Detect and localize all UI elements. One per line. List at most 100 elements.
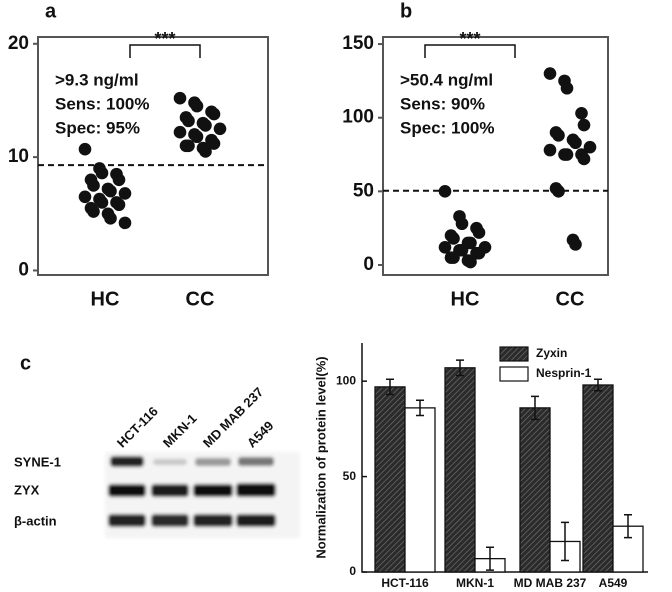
data-point — [199, 145, 212, 158]
y-tick-label: 150 — [342, 33, 374, 54]
data-point — [95, 196, 109, 209]
annotation: Spec: 95% — [55, 118, 140, 137]
annotation: Spec: 100% — [400, 118, 495, 137]
data-point — [173, 125, 187, 139]
data-point — [78, 190, 92, 204]
row-label: SYNE-1 — [14, 454, 61, 469]
data-point — [87, 179, 100, 192]
error-bar — [624, 514, 632, 539]
data-point — [207, 107, 221, 121]
row-label: β-actin — [14, 513, 57, 528]
data-point — [464, 236, 477, 250]
lane-label: HCT-116 — [114, 404, 161, 451]
data-point — [472, 246, 486, 260]
data-point — [577, 152, 591, 166]
data-point — [569, 238, 582, 251]
data-point — [569, 136, 582, 150]
significance-bracket — [424, 44, 516, 58]
data-point — [438, 241, 452, 254]
x-tick-label: HC — [91, 288, 120, 310]
data-point — [112, 198, 126, 212]
panel-label: c — [20, 352, 31, 374]
blot-image — [105, 452, 300, 538]
data-point — [575, 106, 588, 120]
data-point — [543, 143, 557, 157]
significance: *** — [154, 29, 175, 49]
legend-label: Nesprin-1 — [536, 366, 592, 380]
legend-swatch — [499, 366, 529, 382]
data-point — [472, 226, 486, 239]
data-point — [543, 67, 557, 80]
data-point — [199, 119, 212, 132]
data-point — [78, 142, 92, 156]
bar — [374, 386, 406, 573]
data-point — [213, 122, 227, 136]
y-tick-label: 50 — [343, 469, 357, 483]
legend-swatch — [499, 346, 529, 362]
y-tick-label: 0 — [18, 259, 29, 280]
error-bar — [531, 395, 539, 421]
bar — [582, 384, 614, 573]
data-point — [190, 130, 204, 144]
x-tick-label: MKN-1 — [456, 576, 494, 590]
data-point — [447, 251, 460, 264]
data-point — [438, 185, 452, 198]
error-bar — [416, 399, 424, 417]
data-point — [95, 166, 109, 180]
plot-frame — [382, 36, 609, 276]
error-bar — [594, 378, 602, 392]
data-point — [118, 216, 132, 230]
data-point — [455, 243, 469, 257]
plot-frame — [37, 36, 269, 276]
annotation: Sens: 90% — [400, 94, 485, 113]
error-bar — [386, 378, 394, 396]
annotation: >9.3 ng/ml — [55, 70, 139, 89]
data-point — [182, 114, 195, 128]
significance: *** — [459, 29, 480, 49]
data-point — [577, 118, 591, 132]
data-point — [104, 184, 117, 198]
x-tick-label: A549 — [599, 576, 628, 590]
error-bar — [561, 521, 569, 562]
legend-label: Zyxin — [536, 346, 567, 360]
x-tick-label: HC — [451, 288, 480, 310]
error-bar — [486, 546, 494, 571]
y-axis-label: Normalization of protein level(%) — [313, 356, 328, 558]
x-tick-label: CC — [186, 288, 215, 310]
bar — [444, 367, 476, 573]
x-tick-label: HCT-116 — [381, 576, 429, 590]
data-point — [104, 212, 117, 225]
data-point — [552, 129, 565, 142]
data-point — [455, 217, 469, 231]
data-point — [560, 148, 574, 161]
bar — [519, 407, 551, 573]
panel-label: b — [400, 0, 412, 22]
x-tick-label: CC — [556, 288, 585, 310]
annotation: >50.4 ng/ml — [400, 70, 493, 89]
data-point — [552, 185, 565, 198]
lane-label: A549 — [244, 418, 277, 451]
data-point — [464, 255, 477, 269]
data-point — [182, 139, 195, 153]
y-tick-label: 100 — [336, 373, 356, 387]
x-tick-label: MD MAB 237 — [514, 576, 587, 590]
data-point — [190, 99, 204, 113]
panel-label: a — [45, 0, 57, 22]
data-point — [173, 91, 187, 105]
data-point — [207, 137, 221, 150]
y-tick-label: 20 — [8, 33, 29, 54]
data-point — [118, 187, 132, 200]
y-tick-label: 10 — [8, 146, 29, 167]
y-tick-label: 0 — [349, 564, 356, 578]
y-tick-label: 50 — [353, 180, 374, 201]
data-point — [560, 81, 574, 95]
data-point — [583, 140, 597, 154]
data-point — [447, 232, 460, 245]
y-tick-label: 0 — [363, 254, 374, 275]
lane-label: MKN-1 — [160, 411, 200, 451]
annotation: Sens: 100% — [55, 94, 150, 113]
data-point — [87, 205, 100, 218]
error-bar — [456, 359, 464, 377]
